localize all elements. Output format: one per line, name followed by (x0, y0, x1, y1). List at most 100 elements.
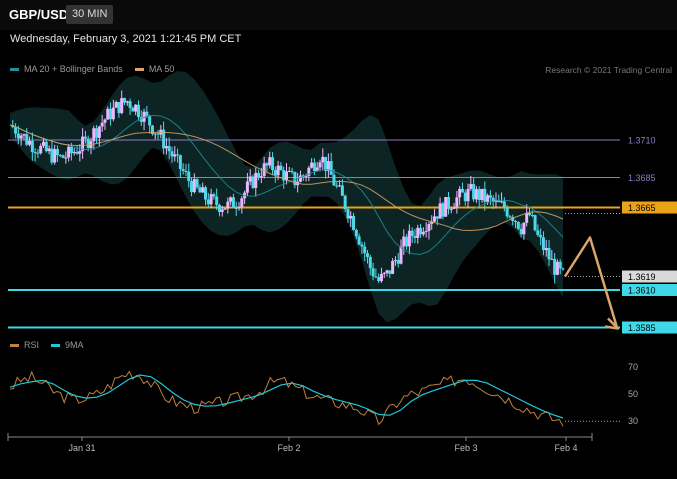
candle-body (522, 222, 526, 235)
candle-body (153, 133, 157, 135)
candle-body (555, 261, 559, 275)
candle-body (181, 169, 185, 172)
price-labels: 1.3710 1.3685 1.3665 1.3610 1.3585 1.3619 (622, 136, 677, 334)
candle-body (226, 201, 230, 209)
legend-swatch (134, 67, 144, 71)
candle-body (360, 244, 364, 247)
candle-body (547, 247, 551, 260)
candle-body (505, 208, 509, 217)
candle-body (282, 170, 286, 181)
candle-body (480, 188, 484, 201)
candle-body (19, 135, 23, 139)
candle-body (217, 204, 221, 212)
candle-body (81, 136, 85, 152)
candle-body (33, 152, 37, 154)
candle-body (251, 176, 255, 188)
candle-body (318, 162, 322, 168)
candle-body (215, 196, 219, 205)
candle-body (340, 185, 344, 196)
candle-body (257, 172, 261, 178)
candle-body (466, 188, 470, 202)
candle-body (156, 133, 160, 135)
candle-body (148, 115, 152, 126)
x-tick-label: Feb 3 (454, 443, 477, 453)
candle-body (276, 165, 280, 176)
candle-body (231, 197, 235, 208)
legend-swatch (10, 67, 19, 71)
candle-body (541, 237, 545, 251)
candle-body (176, 154, 180, 156)
level-label: 1.3610 (628, 286, 656, 296)
candle-body (379, 273, 383, 282)
candle-body (184, 171, 188, 173)
candle-body (192, 179, 196, 193)
legend-ma20: MA 20 + Bollinger Bands (10, 64, 123, 74)
legend-swatch (10, 343, 19, 347)
candle-body (352, 215, 356, 230)
x-tick-label: Feb 2 (277, 443, 300, 453)
legend-label: RSI (24, 340, 40, 350)
candle-body (190, 181, 194, 193)
candle-body (326, 161, 330, 171)
candle-body (142, 111, 146, 122)
candle-body (204, 187, 208, 200)
candle-body (446, 197, 450, 209)
candle-body (455, 197, 459, 208)
candle-body (312, 162, 316, 171)
timestamp: Wednesday, February 3, 2021 1:21:45 PM C… (10, 33, 242, 45)
candle-body (53, 149, 57, 163)
candle-body (139, 117, 143, 122)
candle-body (385, 270, 389, 273)
candle-body (382, 272, 386, 274)
candle-body (100, 122, 104, 127)
candle-body (363, 246, 367, 254)
candle-body (265, 163, 269, 166)
candle-body (402, 236, 406, 247)
candle-body (125, 101, 129, 103)
candle-body (95, 128, 99, 138)
candle-body (502, 201, 506, 209)
candle-body (393, 260, 397, 262)
candle-body (145, 111, 149, 116)
candle-body (61, 155, 65, 158)
candle-body (516, 221, 520, 229)
rsi-panel: 70 50 30 (9, 362, 638, 427)
candle-body (273, 169, 277, 176)
candle-body (396, 260, 400, 264)
legend-swatch (51, 343, 61, 347)
candle-body (483, 188, 487, 202)
candle-body (47, 148, 51, 152)
candle-body (75, 151, 79, 154)
rsi-tick-label: 70 (628, 362, 638, 372)
candle-body (117, 102, 121, 114)
candle-body (162, 129, 166, 149)
candle-body (463, 192, 467, 202)
timeframe-button[interactable]: 30 MIN (66, 5, 114, 24)
candle-body (206, 199, 210, 205)
legend-9ma: 9MA (51, 340, 84, 350)
level-label: 1.3710 (628, 136, 656, 146)
candle-body (527, 212, 531, 215)
candle-body (44, 141, 48, 152)
legend-label: MA 50 (148, 64, 175, 74)
candle-body (419, 227, 423, 235)
candle-body (335, 185, 339, 187)
candle-body (486, 195, 490, 202)
candle-body (58, 155, 62, 157)
candle-body (198, 187, 202, 193)
x-tick-label: Feb 4 (554, 443, 577, 453)
rsi-tick-label: 30 (628, 416, 638, 426)
candle-body (170, 151, 174, 157)
candle-body (69, 146, 73, 154)
candle-body (338, 185, 342, 187)
candle-body (343, 195, 347, 210)
candle-body (469, 184, 473, 189)
candle-body (111, 107, 115, 120)
level-label-box (622, 321, 677, 334)
x-tick-label: Jan 31 (68, 443, 95, 453)
candle-body (134, 104, 138, 112)
candle-body (371, 268, 375, 277)
candle-body (433, 216, 437, 222)
candle-body (452, 207, 456, 209)
